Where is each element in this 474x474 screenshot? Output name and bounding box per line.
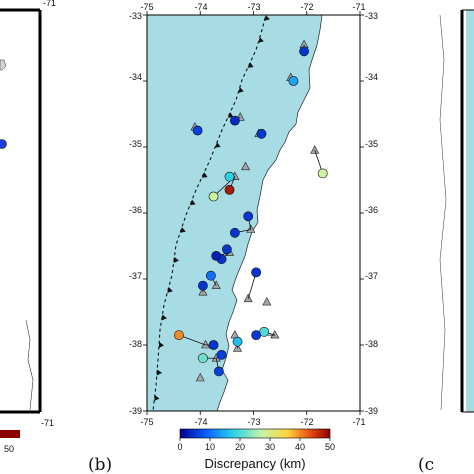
event-circle-marker	[208, 191, 219, 202]
event-circle-marker	[251, 330, 262, 340]
event-circle-marker	[213, 366, 224, 377]
right-panel: (c	[418, 9, 474, 474]
trench-tooth-marker	[247, 62, 254, 68]
trench-tooth-marker	[161, 314, 167, 321]
lon-tick-top-1: -74	[194, 2, 207, 12]
lon-tick-bottom-2: -73	[247, 417, 260, 427]
event-layer	[174, 46, 328, 377]
panel-label-c: (c	[418, 455, 434, 474]
colorbar-tick-4: 40	[295, 442, 305, 452]
event-circle-marker	[224, 184, 235, 195]
event-circle-marker	[198, 280, 208, 291]
right-panel-sea	[466, 10, 474, 412]
event-circle-marker	[229, 115, 240, 126]
colorbar: 0 10 20 30 40 50 Discrepancy (km)	[177, 428, 335, 471]
event-circle-marker	[232, 336, 243, 347]
panel-label-b: (b)	[88, 455, 112, 474]
lat-tick-right-3: -36	[365, 205, 378, 215]
lon-tick-bottom-0: -75	[140, 417, 153, 427]
event-circle-marker	[243, 211, 254, 222]
event-circle-marker	[198, 353, 208, 364]
lat-tick-left-3: -36	[129, 205, 142, 215]
trench-tooth-marker	[154, 395, 160, 401]
colorbar-gradient	[179, 428, 331, 439]
left-lon-tick-top: -71	[43, 0, 56, 8]
lat-tick-left-6: -39	[129, 406, 142, 416]
left-panel-coast	[0, 59, 7, 71]
left-panel-land	[0, 10, 40, 412]
trench-tooth-marker	[156, 369, 162, 376]
left-colorbar-end	[0, 430, 20, 438]
event-circle-marker	[221, 244, 232, 255]
event-circle-marker	[224, 171, 235, 182]
colorbar-tick-1: 10	[205, 442, 215, 452]
lat-tick-right-2: -35	[365, 139, 378, 149]
lat-tick-left-1: -34	[129, 72, 142, 82]
trench-tooth-marker	[167, 287, 173, 293]
event-circle-marker	[317, 168, 328, 179]
left-colorbar-tick: 50	[4, 444, 14, 454]
lat-tick-left-0: -33	[129, 11, 142, 21]
colorbar-title: Discrepancy (km)	[204, 456, 305, 471]
colorbar-tick-5: 50	[325, 442, 335, 452]
lon-tick-top-2: -73	[247, 2, 260, 12]
station-triangle-marker	[195, 372, 205, 382]
colorbar-tick-3: 30	[265, 442, 275, 452]
event-circle-marker	[229, 227, 240, 238]
event-circle-marker	[251, 267, 262, 278]
lat-tick-left-2: -35	[129, 139, 142, 149]
colorbar-ticks	[179, 438, 331, 441]
lat-tick-left-5: -38	[129, 339, 142, 349]
trench-tooth-marker	[201, 172, 208, 178]
lon-tick-top-0: -75	[140, 2, 153, 12]
lat-tick-right-1: -34	[365, 72, 378, 82]
lon-tick-top-4: -71	[352, 2, 365, 12]
trench-tooth-marker	[158, 342, 164, 348]
lat-tick-right-4: -37	[365, 271, 378, 281]
right-panel-coastline	[439, 14, 447, 411]
lat-tick-right-6: -39	[365, 406, 378, 416]
station-triangle-marker	[310, 145, 320, 154]
left-lon-tick-bottom: -71	[41, 418, 54, 428]
trench-tooth-marker	[238, 87, 244, 93]
colorbar-tick-0: 0	[177, 442, 182, 452]
lon-tick-bottom-1: -74	[194, 417, 207, 427]
trench-teeth	[154, 15, 270, 401]
left-panel-coastline	[25, 319, 34, 411]
map-frame-ticks	[143, 11, 364, 415]
event-circle-marker	[299, 46, 309, 57]
trench-tooth-marker	[180, 227, 186, 233]
lon-tick-bottom-4: -71	[352, 417, 365, 427]
event-circle-marker	[205, 270, 216, 281]
station-triangle-marker	[262, 296, 272, 306]
main-map-panel: -75 -74 -73 -72 -71 -75 -74 -73 -72 -71 …	[129, 2, 378, 427]
left-panel-event-marker	[0, 139, 7, 149]
event-circle-marker	[208, 340, 219, 350]
lon-tick-bottom-3: -72	[300, 417, 313, 427]
lon-tick-top-3: -72	[300, 2, 313, 12]
trench-tooth-marker	[227, 112, 234, 118]
lat-tick-right-5: -38	[365, 339, 378, 349]
event-circle-marker	[256, 128, 267, 139]
event-circle-marker	[192, 125, 203, 136]
event-circle-marker	[216, 349, 227, 360]
event-circle-marker	[288, 76, 299, 86]
event-circle-marker	[211, 250, 222, 261]
trench-tooth-marker	[189, 199, 196, 206]
lat-tick-right-0: -33	[365, 11, 378, 21]
trench-tooth-marker	[214, 142, 221, 148]
trench-tooth-marker	[258, 37, 264, 43]
trench-tooth-marker	[264, 15, 270, 21]
lat-tick-left-4: -37	[129, 271, 142, 281]
station-triangle-marker	[241, 161, 251, 171]
trench-tooth-marker	[173, 257, 179, 263]
left-panel: -71 -71 50	[0, 0, 56, 454]
sea-area	[147, 15, 323, 411]
colorbar-tick-2: 20	[235, 442, 245, 452]
event-circle-marker	[174, 330, 184, 340]
